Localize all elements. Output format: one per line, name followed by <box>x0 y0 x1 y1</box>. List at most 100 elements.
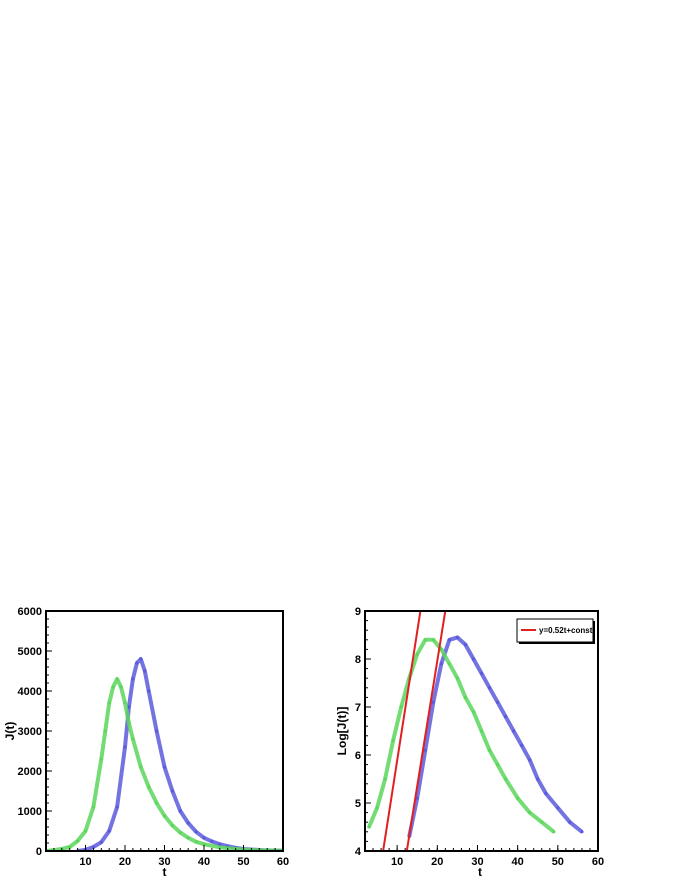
y-tick-label: 9 <box>355 606 361 618</box>
data-point <box>103 729 107 733</box>
data-point <box>536 777 540 781</box>
data-point <box>162 765 167 769</box>
data-point <box>123 745 127 749</box>
data-point <box>119 685 123 689</box>
data-point <box>99 840 103 844</box>
data-point <box>155 729 159 733</box>
series-line <box>407 635 584 838</box>
x-tick-label: 30 <box>471 856 483 868</box>
data-point <box>210 839 214 844</box>
data-point <box>178 809 182 813</box>
x-tick-label: 50 <box>237 856 249 868</box>
data-point <box>580 830 584 834</box>
data-point <box>123 701 127 705</box>
data-point <box>479 729 484 733</box>
data-point <box>367 825 371 829</box>
data-point <box>556 806 560 810</box>
x-tick-label: 40 <box>198 856 210 868</box>
data-point <box>155 801 159 805</box>
data-point <box>439 647 443 652</box>
y-tick-label: 2000 <box>18 766 42 778</box>
data-point <box>495 700 500 704</box>
data-point <box>127 705 131 709</box>
y-tick-label: 5000 <box>18 646 42 658</box>
y-axis-label: J(t) <box>3 722 17 741</box>
data-point <box>439 662 443 666</box>
data-point <box>447 662 451 666</box>
data-point <box>107 829 111 833</box>
x-axis-label: t <box>163 865 167 879</box>
data-point <box>115 805 119 809</box>
data-point <box>455 635 459 640</box>
data-point <box>147 785 151 789</box>
right-chart: 10 20 30 40 50 60 4 5 6 7 8 9 t Log[J(t)] y=0.52t+c… <box>335 606 604 879</box>
data-point <box>202 842 206 846</box>
x-tick-label: 20 <box>119 856 131 868</box>
data-point <box>528 758 532 762</box>
data-point <box>170 823 174 828</box>
data-point <box>111 685 115 689</box>
series-line <box>367 637 556 834</box>
data-point <box>170 789 174 793</box>
y-tick-label: 5 <box>355 798 361 810</box>
series-group <box>367 611 584 851</box>
fit-line <box>382 611 422 851</box>
x-tick-label: 50 <box>552 856 564 868</box>
data-point <box>91 845 95 849</box>
data-point <box>147 689 151 693</box>
data-point <box>186 836 190 840</box>
data-point <box>415 796 419 800</box>
y-tick-label: 8 <box>355 654 361 666</box>
data-point <box>83 829 88 833</box>
data-point <box>399 705 403 709</box>
legend-shadow-right <box>593 621 595 644</box>
data-point <box>391 739 395 743</box>
data-point <box>495 763 500 767</box>
data-point <box>504 777 508 781</box>
plot-area: 10 20 30 40 50 60 4 5 6 7 8 9 <box>355 606 604 868</box>
x-tick-label: 40 <box>512 856 524 868</box>
x-tick-label: 60 <box>592 856 604 868</box>
data-point <box>127 721 131 725</box>
data-point <box>516 796 520 800</box>
x-tick-label: 10 <box>391 856 403 868</box>
data-point <box>218 845 222 850</box>
data-point <box>99 757 103 761</box>
data-point <box>447 638 451 642</box>
data-point <box>471 657 476 661</box>
data-point <box>139 765 143 769</box>
y-tick-label: 4000 <box>18 686 42 698</box>
data-point <box>178 831 182 835</box>
data-point <box>552 830 556 834</box>
data-point <box>455 676 459 680</box>
data-point <box>471 710 476 714</box>
y-tick-label: 6 <box>355 750 361 762</box>
data-point <box>91 805 95 809</box>
y-tick-label: 6000 <box>18 606 42 618</box>
data-point <box>540 820 544 824</box>
x-tick-label: 20 <box>431 856 443 868</box>
data-point <box>512 729 516 733</box>
data-point <box>487 686 492 690</box>
data-point <box>431 700 435 704</box>
data-point <box>131 737 135 741</box>
data-point <box>143 669 147 673</box>
data-point <box>415 652 419 656</box>
data-point <box>568 820 572 824</box>
plot-area: 10 20 30 40 50 60 0 1000 2000 3000 4000 5000 6000 <box>18 606 290 868</box>
data-point <box>115 677 119 681</box>
data-point <box>504 715 508 719</box>
data-point <box>383 777 387 781</box>
data-point <box>186 821 190 825</box>
data-point <box>463 643 468 647</box>
y-axis-label: Log[J(t)] <box>335 707 349 756</box>
y-tick-label: 1000 <box>18 806 42 818</box>
legend: y=0.52t+const <box>516 618 595 644</box>
y-tick-label: 4 <box>355 846 362 858</box>
data-point <box>520 743 524 748</box>
legend-label: y=0.52t+const <box>539 626 593 635</box>
data-point <box>423 638 427 642</box>
data-point <box>131 677 135 681</box>
data-point <box>544 791 548 796</box>
